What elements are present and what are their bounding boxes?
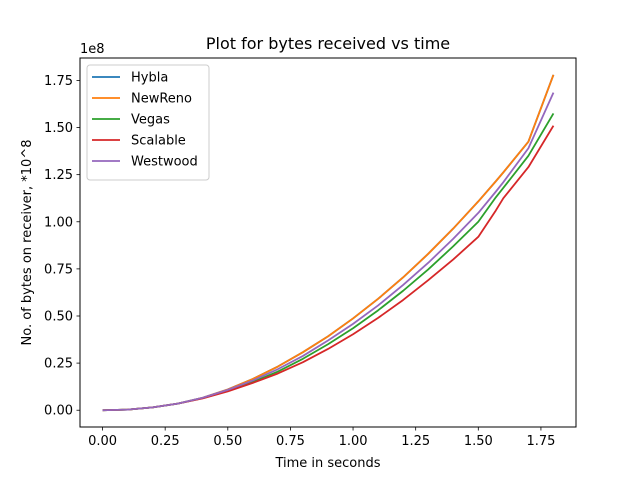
plot-area: [102, 74, 555, 412]
x-axis-label: Time in seconds: [274, 456, 380, 471]
y-tick-label: 1.25: [44, 168, 73, 183]
legend-label-westwood: Westwood: [131, 155, 198, 170]
legend: Hybla NewReno Vegas Scalable Westwood: [86, 64, 210, 181]
x-tick-label: 1.00: [339, 434, 368, 449]
y-axis: 0.00 0.25 0.50 0.75 1.00 1.25 1.50 1.75: [44, 74, 80, 419]
x-tick-label: 0.25: [151, 434, 180, 449]
x-tick-label: 1.50: [464, 434, 493, 449]
x-tick-label: 0.50: [213, 434, 242, 449]
y-axis-label: No. of bytes on receiver, *10^8: [20, 140, 35, 346]
y-tick-label: 1.50: [44, 121, 73, 136]
x-tick-label: 1.25: [401, 434, 430, 449]
plot-frame: [79, 57, 577, 428]
chart-title: Plot for bytes received vs time: [206, 34, 450, 53]
y-tick-label: 0.00: [44, 404, 73, 419]
y-tick-label: 1.00: [44, 215, 73, 230]
series-line-westwood: [102, 92, 555, 412]
x-tick-label: 0.75: [276, 434, 305, 449]
y-tick-label: 1.75: [44, 74, 73, 89]
legend-label-vegas: Vegas: [131, 113, 170, 128]
y-axis-offset-label: 1e8: [80, 42, 105, 57]
y-tick-label: 0.50: [44, 309, 73, 324]
y-tick-label: 0.25: [44, 357, 73, 372]
legend-label-newreno: NewReno: [131, 92, 192, 107]
y-tick-label: 0.75: [44, 262, 73, 277]
x-tick-label: 1.75: [526, 434, 555, 449]
x-tick-label: 0.00: [88, 434, 117, 449]
legend-label-scalable: Scalable: [131, 134, 186, 149]
x-axis: 0.00 0.25 0.50 0.75 1.00 1.25 1.50 1.75: [88, 427, 555, 449]
legend-box: [86, 64, 210, 181]
legend-label-hybla: Hybla: [131, 71, 168, 86]
